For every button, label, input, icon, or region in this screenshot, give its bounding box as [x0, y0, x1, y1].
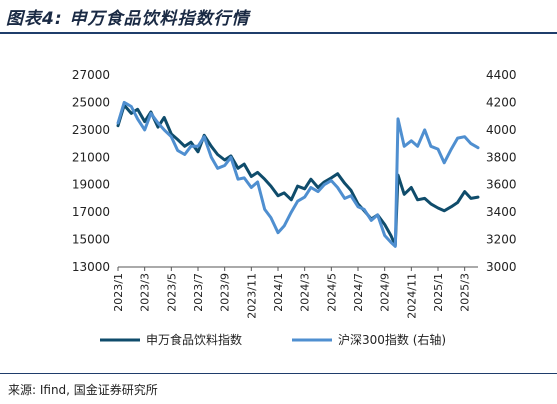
right-tick-label: 3000: [486, 260, 517, 274]
x-tick-label: 2025/1: [432, 273, 445, 312]
left-tick-label: 13000: [72, 260, 110, 274]
x-tick-label: 2024/11: [405, 273, 418, 319]
right-tick-label: 4200: [486, 95, 517, 109]
x-tick-label: 2023/5: [165, 273, 178, 312]
left-tick-label: 25000: [72, 95, 110, 109]
right-y-axis: 3000 3200 3400 3600 3800 4000 4200 4400: [486, 68, 517, 274]
left-tick-label: 15000: [72, 233, 110, 247]
plot-area: [116, 100, 480, 248]
left-tick-label: 27000: [72, 68, 110, 82]
legend-label: 沪深300指数 (右轴): [338, 332, 446, 347]
x-tick-label: 2023/11: [245, 273, 258, 319]
x-axis: 2023/1 2023/3 2023/5 2023/7 2023/9 2023/11 202…: [112, 266, 478, 319]
x-tick-label: 2024/1: [272, 273, 285, 312]
left-tick-label: 23000: [72, 123, 110, 137]
right-tick-label: 3200: [486, 233, 517, 247]
x-tick-label: 2024/5: [325, 273, 338, 312]
right-tick-label: 3800: [486, 150, 517, 164]
left-tick-label: 17000: [72, 205, 110, 219]
series-line-sw-food-beverage: [116, 103, 480, 247]
legend: 申万食品饮料指数 沪深300指数 (右轴): [100, 332, 446, 347]
x-tick-label: 2023/1: [112, 273, 125, 312]
x-tick-label: 2024/9: [379, 273, 392, 312]
right-tick-label: 3400: [486, 205, 517, 219]
x-tick-label: 2024/7: [352, 273, 365, 312]
x-tick-label: 2024/3: [299, 273, 312, 312]
source-note: 来源: Ifind, 国金证券研究所: [8, 383, 158, 397]
footer-rule: [0, 373, 557, 374]
left-y-axis: 13000 15000 17000 19000 21000 23000 25000 27000: [72, 68, 110, 274]
x-tick-label: 2023/3: [139, 273, 152, 312]
legend-label: 申万食品饮料指数: [146, 332, 242, 347]
right-tick-label: 4400: [486, 68, 517, 82]
chart-title: 图表4: 申万食品饮料指数行情: [6, 9, 250, 29]
right-tick-label: 3600: [486, 178, 517, 192]
x-tick-label: 2025/3: [459, 273, 472, 312]
x-tick-label: 2023/9: [219, 273, 232, 312]
left-tick-label: 21000: [72, 150, 110, 164]
title-rule: [0, 32, 557, 34]
right-tick-label: 4000: [486, 123, 517, 137]
x-tick-label: 2023/7: [192, 273, 205, 312]
left-tick-label: 19000: [72, 178, 110, 192]
series-line-csi300: [116, 100, 480, 248]
